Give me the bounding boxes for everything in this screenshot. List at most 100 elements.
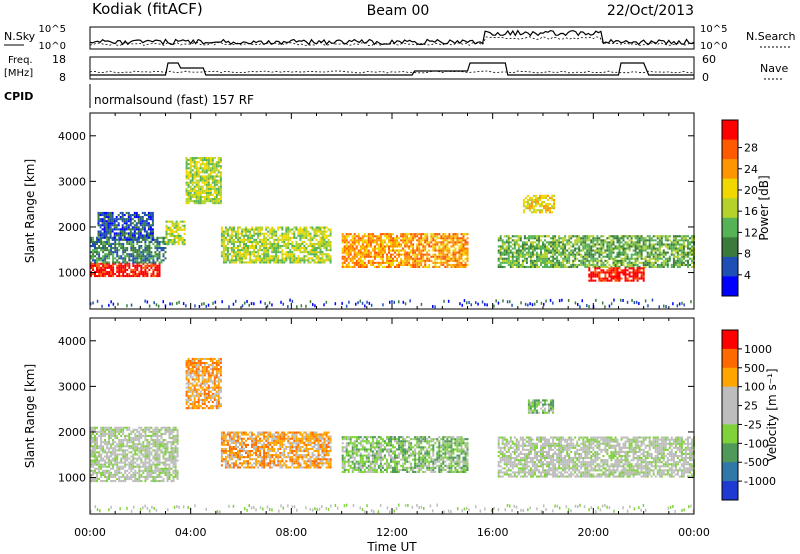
power-cell	[542, 259, 544, 262]
power-cell	[237, 238, 239, 241]
power-cell	[228, 253, 231, 256]
power-cell	[136, 264, 139, 267]
power-cell	[136, 261, 139, 264]
power-cell	[307, 251, 310, 254]
velocity-cell	[90, 441, 92, 444]
velocity-cell	[144, 465, 147, 468]
velocity-cell	[90, 445, 92, 448]
velocity-cell	[94, 469, 96, 472]
power-cell	[373, 261, 376, 264]
power-cell	[291, 240, 294, 243]
power-cell	[359, 259, 362, 262]
power-cell	[616, 247, 619, 250]
power-cell	[454, 263, 457, 266]
power-cell	[269, 245, 272, 248]
power-cell	[237, 249, 239, 252]
power-cell	[224, 228, 227, 231]
power-cell	[552, 255, 555, 258]
power-cell	[144, 266, 147, 269]
power-cell	[211, 161, 214, 164]
velocity-cell	[102, 465, 105, 468]
power-cell	[578, 259, 581, 262]
power-cell	[156, 264, 159, 267]
power-cell	[129, 230, 132, 233]
velocity-cell	[146, 471, 149, 474]
beam-title: Beam 00	[367, 3, 430, 19]
power-cell	[375, 235, 378, 238]
power-cell	[351, 265, 354, 268]
power-cell	[321, 242, 324, 245]
power-cell	[676, 235, 679, 238]
velocity-cell	[136, 445, 139, 448]
power-cell	[507, 249, 510, 252]
power-cell	[680, 251, 683, 254]
power-cell	[226, 242, 229, 245]
power-cell	[434, 249, 437, 252]
power-cell	[426, 251, 429, 254]
power-cell	[171, 228, 174, 231]
power-cell	[452, 251, 455, 254]
power-cell	[365, 239, 368, 242]
freq-label-1: Freq.	[8, 55, 33, 66]
power-cell	[416, 261, 419, 264]
power-cell	[646, 235, 649, 238]
power-cell	[243, 234, 245, 237]
power-cell	[572, 251, 575, 254]
power-cell	[156, 257, 159, 260]
power-cell	[540, 235, 542, 238]
power-cell	[541, 196, 543, 199]
velocity-cell	[134, 428, 137, 431]
power-cell	[345, 304, 348, 308]
power-cell	[353, 263, 356, 266]
power-cell	[594, 269, 597, 272]
power-cell	[177, 234, 180, 237]
velocity-cell	[102, 480, 105, 483]
power-cell	[416, 249, 419, 252]
power-cell	[446, 247, 449, 250]
power-cell	[678, 257, 681, 260]
power-cell	[656, 253, 659, 256]
power-cell	[442, 249, 445, 252]
power-cell	[446, 255, 449, 258]
power-cell	[456, 243, 459, 246]
power-cell	[142, 270, 145, 273]
power-cell	[626, 257, 629, 260]
power-cell	[317, 251, 320, 254]
power-cell	[97, 230, 100, 233]
power-cell	[96, 236, 98, 239]
power-cell	[311, 236, 314, 239]
power-cell	[691, 245, 693, 248]
power-cell	[363, 245, 366, 248]
power-cell	[195, 181, 198, 184]
power-cell	[255, 247, 258, 250]
power-cell	[118, 242, 121, 245]
power-cell	[383, 235, 386, 238]
power-cell	[154, 266, 157, 269]
power-cell	[676, 253, 679, 256]
power-cell	[151, 236, 154, 239]
power-cell	[558, 241, 561, 244]
velocity-cell	[90, 475, 92, 478]
power-cell	[436, 243, 439, 246]
power-cell	[418, 259, 421, 262]
power-cell	[351, 249, 354, 252]
power-cell	[130, 259, 133, 262]
power-cell	[628, 249, 631, 252]
power-cell	[121, 211, 124, 214]
power-cell	[400, 259, 403, 262]
power-cell	[588, 235, 591, 238]
power-cell	[408, 247, 411, 250]
power-cell	[432, 255, 435, 258]
velocity-cell	[100, 426, 103, 429]
power-cell	[232, 230, 235, 233]
power-cell	[586, 257, 589, 260]
power-cell	[590, 279, 593, 282]
power-cell	[289, 238, 292, 241]
power-cell	[143, 228, 146, 231]
power-cell	[103, 214, 106, 217]
power-cell	[553, 201, 556, 204]
velocity-cell	[140, 461, 143, 464]
power-cell	[610, 257, 613, 260]
power-cell	[110, 268, 113, 271]
power-cell	[164, 247, 167, 250]
